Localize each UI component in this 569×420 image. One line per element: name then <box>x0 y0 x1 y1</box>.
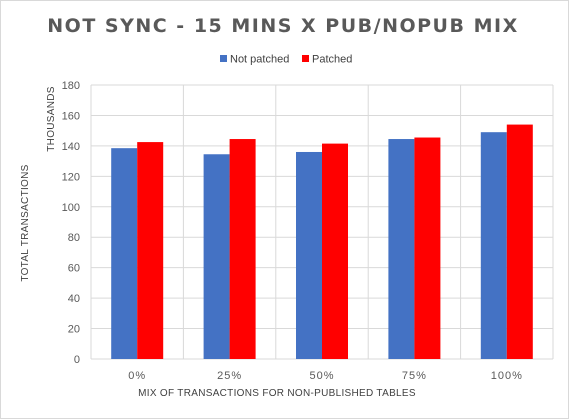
y-tick-label-9: 180 <box>62 80 80 92</box>
y-tick-label-7: 140 <box>62 141 80 153</box>
x-tick-label-4: 100% <box>491 370 523 382</box>
y-tick-label-5: 100 <box>62 202 80 214</box>
bar-not-patched-4 <box>480 132 507 359</box>
x-tick-label-2: 50% <box>309 370 334 382</box>
bar-patched-3 <box>414 137 441 359</box>
legend-label-0: Not patched <box>230 54 289 66</box>
y-axis-units: THOUSANDS <box>46 86 57 152</box>
x-axis-ticks: 0% 25% 50% 75% 100% <box>128 370 523 382</box>
bar-patched-1 <box>229 139 256 359</box>
x-tick-label-3: 75% <box>402 370 427 382</box>
x-tick-label-1: 25% <box>217 370 242 382</box>
legend-swatch-0 <box>220 55 227 62</box>
bar-patched-0 <box>137 142 164 359</box>
chart-title: NOT SYNC - 15 MINS X PUB/NOPUB MIX <box>47 15 518 37</box>
legend-label-1: Patched <box>312 54 352 66</box>
bars <box>111 124 533 359</box>
y-tick-label-0: 0 <box>74 354 80 366</box>
y-tick-label-6: 120 <box>62 171 80 183</box>
y-tick-label-3: 60 <box>68 263 80 275</box>
bar-not-patched-0 <box>111 148 138 359</box>
x-axis-title: MIX OF TRANSACTIONS FOR NON-PUBLISHED TA… <box>138 388 416 399</box>
x-tick-label-0: 0% <box>128 370 146 382</box>
y-axis-ticks: 0 20 40 60 80 100 120 140 160 180 <box>62 80 80 366</box>
bar-not-patched-3 <box>388 139 415 359</box>
bar-patched-2 <box>322 143 348 359</box>
legend-swatch-1 <box>302 55 309 62</box>
y-tick-label-1: 20 <box>68 324 80 336</box>
legend: Not patched Patched <box>220 54 352 66</box>
bar-patched-4 <box>506 124 533 359</box>
bar-not-patched-2 <box>296 151 322 359</box>
y-axis-title: TOTAL TRANSACTIONS <box>20 164 31 281</box>
y-tick-label-8: 160 <box>62 110 80 122</box>
y-tick-label-2: 40 <box>68 293 80 305</box>
y-tick-label-4: 80 <box>68 232 80 244</box>
bar-not-patched-1 <box>203 154 230 359</box>
